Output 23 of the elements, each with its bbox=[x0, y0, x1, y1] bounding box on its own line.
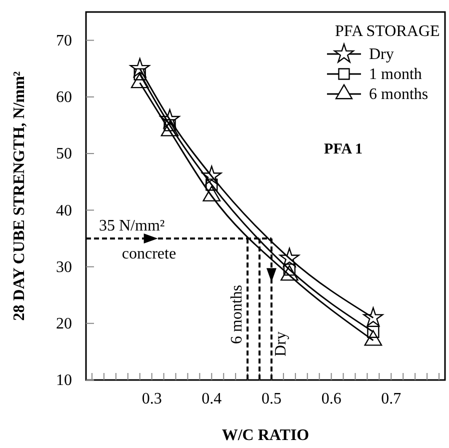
y-tick-label: 40 bbox=[56, 202, 72, 220]
annotation: concrete bbox=[122, 245, 176, 262]
y-tick-label: 70 bbox=[56, 32, 72, 50]
y-tick-label: 60 bbox=[56, 89, 72, 106]
y-tick-label: 30 bbox=[56, 258, 72, 276]
ref-line-label: Dry bbox=[272, 332, 290, 356]
x-tick-label: 0.4 bbox=[202, 390, 222, 408]
y-tick-label: 20 bbox=[56, 316, 72, 333]
legend-label: 6 months bbox=[369, 86, 428, 103]
x-tick-label: 0.3 bbox=[142, 390, 162, 408]
legend-title: PFA STORAGE bbox=[335, 23, 440, 40]
legend-label: 1 month bbox=[369, 66, 422, 83]
legend-label: Dry bbox=[369, 46, 394, 63]
y-tick-label: 10 bbox=[56, 372, 72, 390]
x-tick-label: 0.6 bbox=[321, 390, 342, 408]
x-tick-label: 0.5 bbox=[261, 390, 282, 408]
y-axis-title: 28 DAY CUBE STRENGTH, N/mm² bbox=[11, 71, 28, 321]
x-axis-title: W/C RATIO bbox=[222, 427, 310, 444]
x-tick-label: 0.7 bbox=[381, 390, 402, 408]
annotation: PFA 1 bbox=[324, 142, 363, 158]
ref-line-label: 6 months bbox=[228, 284, 246, 344]
y-tick-label: 50 bbox=[56, 146, 72, 163]
ref-line-label: 35 N/mm² bbox=[99, 217, 165, 234]
